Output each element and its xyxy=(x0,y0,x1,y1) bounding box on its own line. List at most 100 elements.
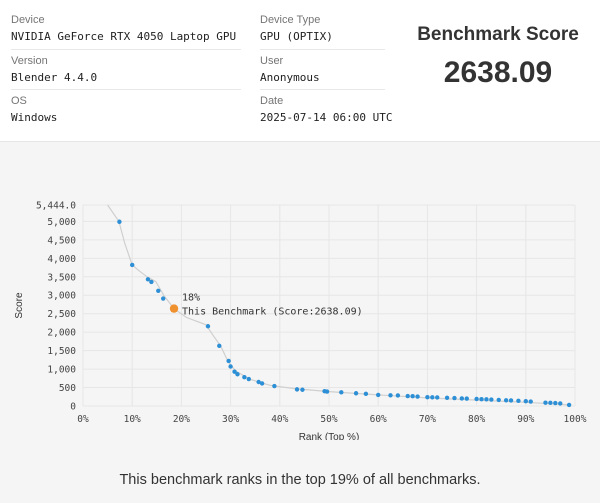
x-tick-label: 30% xyxy=(222,414,239,425)
benchmark-point[interactable] xyxy=(324,389,330,394)
benchmark-point[interactable] xyxy=(489,397,494,402)
os-label: OS xyxy=(11,95,27,107)
benchmark-point[interactable] xyxy=(496,397,501,403)
benchmark-point[interactable] xyxy=(294,387,300,392)
benchmark-point[interactable] xyxy=(484,397,489,402)
x-tick-label: 50% xyxy=(320,414,337,425)
y-tick-label: 3,500 xyxy=(47,272,76,283)
y-tick-label: 2,500 xyxy=(47,309,76,320)
benchmark-point[interactable] xyxy=(528,399,533,404)
benchmark-point[interactable] xyxy=(464,396,469,401)
y-tick-label: 3,000 xyxy=(47,291,76,302)
date-label: Date xyxy=(260,95,284,107)
benchmark-point[interactable] xyxy=(259,381,265,386)
benchmark-point[interactable] xyxy=(117,219,122,224)
score-title: Benchmark Score xyxy=(417,24,579,45)
device-type-value: GPU (OPTIX) xyxy=(260,30,333,43)
benchmark-point[interactable] xyxy=(479,396,484,402)
divider xyxy=(11,89,241,90)
benchmark-point[interactable] xyxy=(435,395,440,400)
highlight-score-label: This Benchmark (Score:2638.09) xyxy=(182,307,363,318)
benchmark-point[interactable] xyxy=(516,398,521,404)
benchmark-point[interactable] xyxy=(410,394,415,399)
benchmark-point[interactable] xyxy=(415,394,420,399)
benchmark-point[interactable] xyxy=(508,398,514,403)
y-tick-label: 5,000 xyxy=(47,217,76,228)
os-field: OS Windows xyxy=(11,95,57,125)
benchmark-point[interactable] xyxy=(246,376,252,382)
benchmark-point[interactable] xyxy=(235,372,240,377)
score-value: 2638.09 xyxy=(443,56,553,89)
benchmark-point[interactable] xyxy=(425,394,430,400)
y-tick-label: 4,000 xyxy=(47,254,76,265)
benchmark-point[interactable] xyxy=(376,392,381,398)
benchmark-point[interactable] xyxy=(553,400,558,406)
benchmark-point[interactable] xyxy=(242,375,247,380)
benchmark-point[interactable] xyxy=(145,277,151,282)
y-tick-label: 2,000 xyxy=(47,328,76,339)
benchmark-point[interactable] xyxy=(205,324,211,329)
device-label: Device xyxy=(11,14,45,26)
x-tick-label: 80% xyxy=(468,414,485,425)
benchmark-point[interactable] xyxy=(130,262,135,268)
y-axis-title: Score xyxy=(14,292,25,319)
benchmark-point[interactable] xyxy=(256,379,261,385)
benchmark-point[interactable] xyxy=(156,288,161,294)
benchmark-point[interactable] xyxy=(543,400,548,405)
benchmark-point[interactable] xyxy=(548,400,553,406)
benchmark-point[interactable] xyxy=(459,396,465,401)
device-type-field: Device Type GPU (OPTIX) xyxy=(260,14,333,44)
benchmark-point[interactable] xyxy=(558,401,563,406)
benchmark-point[interactable] xyxy=(160,296,166,301)
benchmark-point[interactable] xyxy=(523,399,528,404)
y-tick-label: 4,500 xyxy=(47,235,76,246)
benchmark-point[interactable] xyxy=(566,402,572,408)
divider xyxy=(11,49,241,50)
benchmark-point[interactable] xyxy=(353,391,359,396)
benchmark-point[interactable] xyxy=(430,395,435,400)
benchmark-point[interactable] xyxy=(388,393,393,398)
benchmark-point[interactable] xyxy=(228,364,233,369)
rank-summary: This benchmark ranks in the top 19% of a… xyxy=(119,472,481,488)
x-tick-label: 0% xyxy=(77,414,89,425)
benchmark-point[interactable] xyxy=(452,395,457,401)
date-field: Date 2025-07-14 06:00 UTC xyxy=(260,95,392,125)
user-label: User xyxy=(260,55,284,67)
version-value: Blender 4.4.0 xyxy=(11,71,98,84)
x-tick-label: 20% xyxy=(173,414,190,425)
benchmark-point[interactable] xyxy=(395,393,401,398)
x-tick-label: 10% xyxy=(124,414,141,425)
chart-svg: 0% 10% 20% 30% 40% 50% 60% 70% 80% 90% 100% 0 500 1,0… xyxy=(14,201,587,444)
device-field: Device NVIDIA GeForce RTX 4050 Laptop GP… xyxy=(11,14,236,44)
y-tick-label: 0 xyxy=(70,402,76,413)
y-tick-label: 500 xyxy=(59,383,76,394)
benchmark-point[interactable] xyxy=(363,391,369,397)
user-field: User Anonymous xyxy=(260,55,320,85)
benchmark-point[interactable] xyxy=(444,395,450,401)
benchmark-point[interactable] xyxy=(272,383,277,389)
benchmark-info-card: Device NVIDIA GeForce RTX 4050 Laptop GP… xyxy=(0,0,600,142)
version-label: Version xyxy=(11,55,48,67)
benchmark-point[interactable] xyxy=(474,396,479,402)
x-tick-label: 60% xyxy=(370,414,387,425)
benchmark-point[interactable] xyxy=(149,279,154,285)
y-tick-label: 1,000 xyxy=(47,365,76,376)
benchmark-point[interactable] xyxy=(217,343,222,349)
divider xyxy=(260,49,385,50)
benchmark-point[interactable] xyxy=(339,390,344,395)
score-curve xyxy=(107,204,570,406)
divider xyxy=(260,89,385,90)
benchmark-point[interactable] xyxy=(503,398,509,403)
os-value: Windows xyxy=(11,111,58,124)
y-tick-label: 1,500 xyxy=(47,346,76,357)
benchmark-point[interactable] xyxy=(405,393,410,399)
benchmark-point[interactable] xyxy=(232,369,237,374)
benchmark-point[interactable] xyxy=(300,387,305,392)
y-tick-label: 5,444.0 xyxy=(36,201,76,212)
x-tick-label: 100% xyxy=(564,414,587,425)
benchmark-point[interactable] xyxy=(226,358,231,364)
date-value: 2025-07-14 06:00 UTC xyxy=(260,111,393,124)
x-tick-label: 90% xyxy=(517,414,534,425)
this-benchmark-point[interactable] xyxy=(169,304,179,313)
x-tick-label: 70% xyxy=(419,414,436,425)
